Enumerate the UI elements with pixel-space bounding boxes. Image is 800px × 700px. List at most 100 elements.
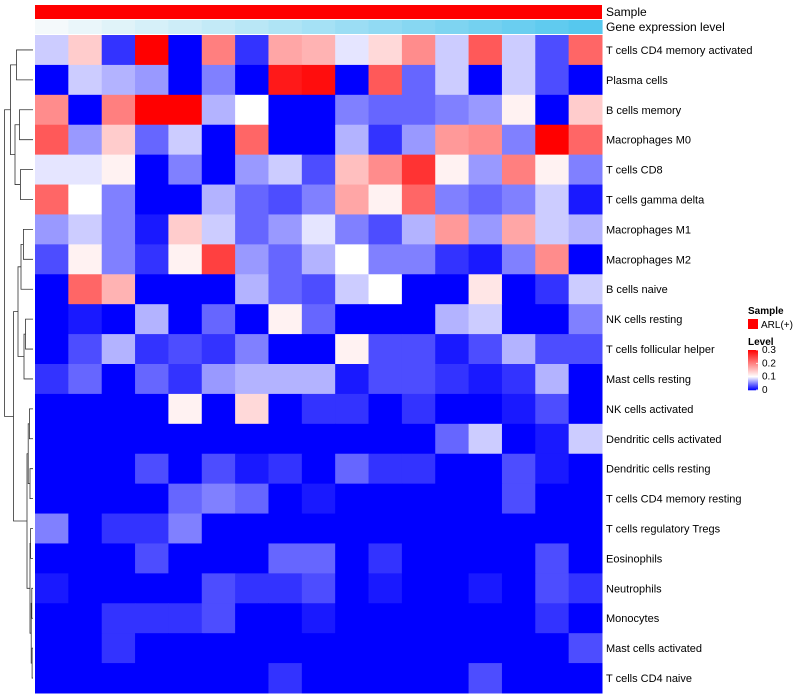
legend-gradient-step: [748, 388, 758, 390]
heatmap-cell: [501, 304, 536, 335]
heatmap-cell: [235, 423, 269, 455]
heatmap-cell: [268, 423, 303, 455]
row-label: Dendritic cells activated: [606, 434, 722, 446]
heatmap-cell: [368, 423, 403, 455]
legend-gradient-step: [748, 358, 758, 360]
heatmap-cell: [468, 214, 503, 245]
heatmap-cell: [368, 124, 403, 156]
legend-tick-label: 0.2: [762, 358, 776, 369]
legend-sample-title: Sample: [748, 306, 784, 317]
row-label: Mast cells activated: [606, 643, 702, 655]
heatmap-cell: [401, 184, 436, 215]
heatmap-cell: [101, 513, 136, 544]
heatmap-cell: [368, 633, 403, 664]
legend-gradient-step: [748, 380, 758, 382]
heatmap-cell: [35, 334, 69, 365]
heatmap-cell: [168, 543, 203, 574]
heatmap-cell: [501, 244, 536, 275]
dendrogram-branch: [10, 64, 17, 156]
heatmap-cell: [368, 453, 403, 485]
heatmap-cell: [501, 453, 536, 485]
heatmap-cell: [268, 603, 303, 634]
heatmap-cell: [401, 154, 436, 186]
heatmap-cell: [68, 64, 103, 96]
legend-tick-label: 0: [762, 385, 768, 396]
heatmap-cell: [135, 603, 169, 634]
heatmap-cell: [168, 393, 203, 425]
heatmap-cell: [368, 543, 403, 574]
heatmap-cell: [168, 154, 203, 186]
heatmap-cell: [68, 483, 103, 515]
sample-track-label: Sample: [606, 5, 647, 19]
dendrogram-branch: [20, 169, 33, 200]
heatmap-cell: [68, 214, 103, 245]
heatmap-cell: [335, 603, 370, 634]
heatmap-cell: [568, 214, 603, 245]
legend-gradient-step: [748, 350, 758, 352]
legend-gradient-step: [748, 368, 758, 370]
heatmap-cell: [468, 304, 503, 335]
heatmap-cell: [235, 573, 269, 604]
row-label: Plasma cells: [606, 75, 668, 87]
heatmap-cell: [201, 64, 236, 96]
heatmap-cell: [35, 543, 69, 574]
heatmap-cell: [168, 64, 203, 96]
heatmap-cell: [468, 244, 503, 275]
heatmap-cell: [368, 244, 403, 275]
heatmap-cell: [335, 124, 370, 156]
heatmap-cell: [68, 573, 103, 604]
dendrogram-branch: [31, 647, 33, 679]
expression-track-cell: [301, 20, 336, 34]
heatmap-cell: [168, 334, 203, 365]
dendrogram-branch: [20, 243, 33, 290]
heatmap-cell: [68, 124, 103, 156]
legend-sample-swatch: [748, 319, 758, 329]
heatmap-cell: [201, 334, 236, 365]
heatmap-cell: [468, 154, 503, 186]
heatmap-cell: [435, 393, 470, 425]
heatmap-cell: [301, 633, 336, 664]
heatmap-cell: [468, 663, 503, 694]
dendrogram-branch: [30, 528, 33, 559]
heatmap-cell: [401, 124, 436, 156]
heatmap-cell: [368, 364, 403, 395]
heatmap-cell: [468, 633, 503, 664]
heatmap-cell: [435, 154, 470, 186]
heatmap-cell: [35, 513, 69, 544]
legend-gradient-step: [748, 353, 758, 355]
heatmap-cell: [68, 513, 103, 544]
heatmap-cell: [568, 184, 603, 215]
heatmap-cell: [68, 364, 103, 395]
heatmap-cell: [301, 124, 336, 156]
heatmap-cell: [401, 633, 436, 664]
heatmap-cell: [135, 35, 169, 66]
heatmap-cell: [468, 573, 503, 604]
heatmap-cell: [35, 154, 69, 186]
heatmap-cell: [435, 573, 470, 604]
legend-gradient-step: [748, 386, 758, 388]
heatmap-cell: [368, 274, 403, 305]
heatmap-cell: [468, 483, 503, 515]
heatmap-cell: [468, 64, 503, 96]
legend-gradient-step: [748, 377, 758, 379]
heatmap-cell: [401, 94, 436, 126]
heatmap-cell: [368, 214, 403, 245]
heatmap-cell: [335, 214, 370, 245]
heatmap-cell: [101, 364, 136, 395]
heatmap-cell: [201, 423, 236, 455]
heatmap-cell: [201, 124, 236, 156]
heatmap-cell: [501, 64, 536, 96]
legend-gradient-step: [748, 367, 758, 369]
heatmap-cell: [35, 184, 69, 215]
heatmap-cell: [135, 244, 169, 275]
heatmap-cell: [68, 35, 103, 66]
heatmap-cell: [468, 184, 503, 215]
heatmap-cell: [135, 304, 169, 335]
heatmap-cell: [435, 334, 470, 365]
heatmap-cell: [501, 154, 536, 186]
heatmap-cell: [168, 184, 203, 215]
heatmap-cell: [401, 393, 436, 425]
heatmap-cell: [101, 603, 136, 634]
heatmap-cell: [335, 94, 370, 126]
heatmap-cell: [501, 543, 536, 574]
